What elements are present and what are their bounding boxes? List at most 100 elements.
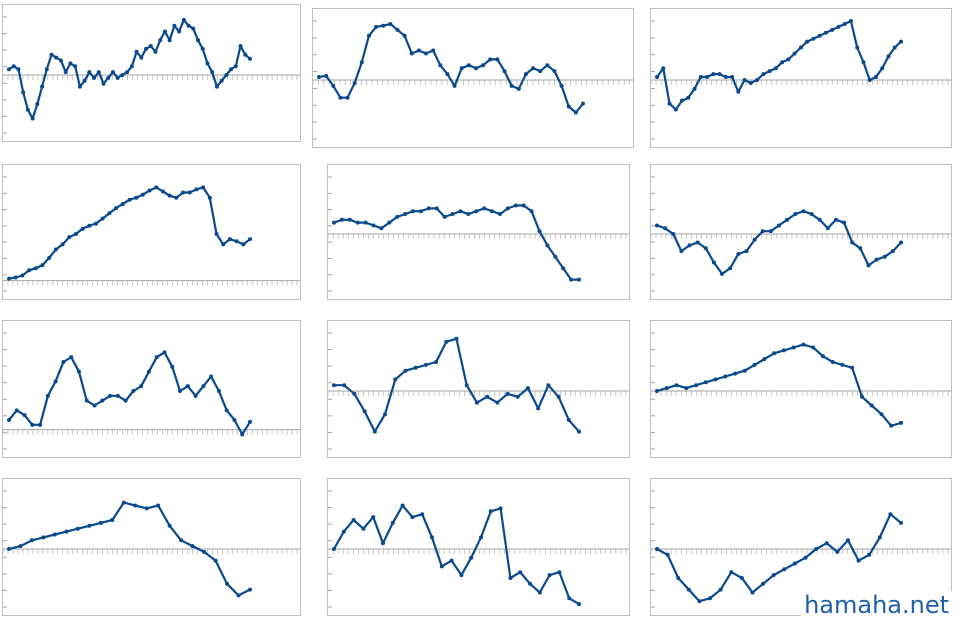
data-point: [413, 365, 418, 370]
data-point: [162, 350, 167, 355]
data-point: [106, 75, 111, 80]
data-point: [144, 46, 149, 51]
series-line: [656, 19, 902, 111]
data-point: [73, 232, 78, 236]
data-point: [134, 195, 139, 200]
data-point: [674, 383, 679, 388]
data-point: [67, 235, 72, 240]
data-point: [466, 212, 471, 217]
data-point: [505, 391, 510, 396]
data-point: [739, 576, 744, 580]
chart-8: [328, 332, 629, 450]
data-point: [752, 362, 757, 367]
data-point: [567, 596, 572, 601]
data-point: [464, 383, 469, 388]
series-line: [334, 337, 580, 433]
data-point: [339, 217, 344, 222]
data-point: [120, 73, 125, 77]
data-point: [75, 526, 80, 531]
data-point: [123, 398, 128, 403]
chart-5: [328, 176, 629, 292]
data-point: [210, 70, 215, 75]
chart-7: [3, 332, 300, 450]
data-point: [861, 60, 866, 65]
data-point: [64, 529, 69, 534]
data-point: [13, 275, 18, 280]
data-point: [466, 63, 471, 68]
data-point: [889, 423, 894, 428]
data-point: [338, 95, 343, 100]
data-point: [110, 518, 115, 522]
data-point: [845, 538, 850, 543]
data-point: [7, 67, 11, 72]
data-point: [216, 389, 221, 393]
data-point: [431, 48, 436, 53]
data-point: [127, 197, 132, 202]
data-point: [178, 389, 183, 393]
data-point: [556, 394, 561, 399]
data-point: [160, 189, 165, 194]
data-point: [733, 371, 738, 376]
data-point: [7, 547, 11, 551]
data-point: [170, 364, 175, 369]
data-point: [341, 529, 346, 534]
data-point: [793, 212, 798, 217]
data-point: [817, 33, 822, 38]
data-point: [224, 73, 229, 77]
chart-panel-4: [2, 164, 301, 300]
data-point: [438, 63, 443, 68]
chart-panel-8: [327, 320, 630, 458]
data-point: [777, 223, 781, 228]
data-point: [546, 383, 551, 388]
data-point: [673, 107, 678, 112]
data-point: [194, 187, 199, 192]
data-point: [371, 515, 376, 520]
data-point: [411, 209, 416, 214]
data-point: [566, 418, 571, 422]
data-point: [820, 354, 825, 359]
data-point: [121, 500, 126, 505]
data-point: [53, 247, 58, 252]
data-point: [355, 220, 360, 225]
data-point: [41, 535, 46, 540]
data-point: [730, 75, 735, 80]
data-point: [47, 255, 52, 260]
data-point: [200, 46, 205, 51]
data-point: [824, 541, 829, 546]
data-point: [782, 567, 787, 572]
data-point: [16, 67, 21, 72]
data-point: [697, 599, 702, 604]
data-point: [201, 185, 206, 190]
chart-3: [651, 19, 951, 140]
data-point: [481, 63, 486, 68]
chart-panel-9: [650, 320, 952, 458]
data-point: [761, 72, 766, 77]
data-point: [229, 67, 234, 72]
data-point: [80, 226, 85, 231]
data-point: [792, 51, 797, 56]
data-point: [87, 223, 92, 228]
data-point: [221, 242, 226, 247]
data-point: [521, 203, 526, 208]
data-point: [515, 394, 520, 399]
data-point: [559, 83, 564, 88]
data-point: [509, 83, 514, 88]
data-point: [181, 190, 186, 195]
data-point: [213, 558, 218, 563]
data-point: [82, 78, 87, 83]
data-point: [482, 206, 487, 211]
data-point: [760, 229, 765, 234]
data-point: [474, 209, 479, 214]
data-point: [162, 29, 167, 34]
data-point: [92, 75, 97, 80]
data-point: [7, 276, 11, 281]
data-point: [772, 351, 777, 356]
data-point: [131, 389, 136, 393]
data-point: [490, 209, 495, 214]
data-point: [552, 69, 557, 74]
data-point: [545, 63, 550, 68]
data-point: [557, 570, 562, 575]
data-point: [243, 52, 248, 57]
data-point: [545, 243, 550, 248]
chart-2: [313, 20, 633, 140]
